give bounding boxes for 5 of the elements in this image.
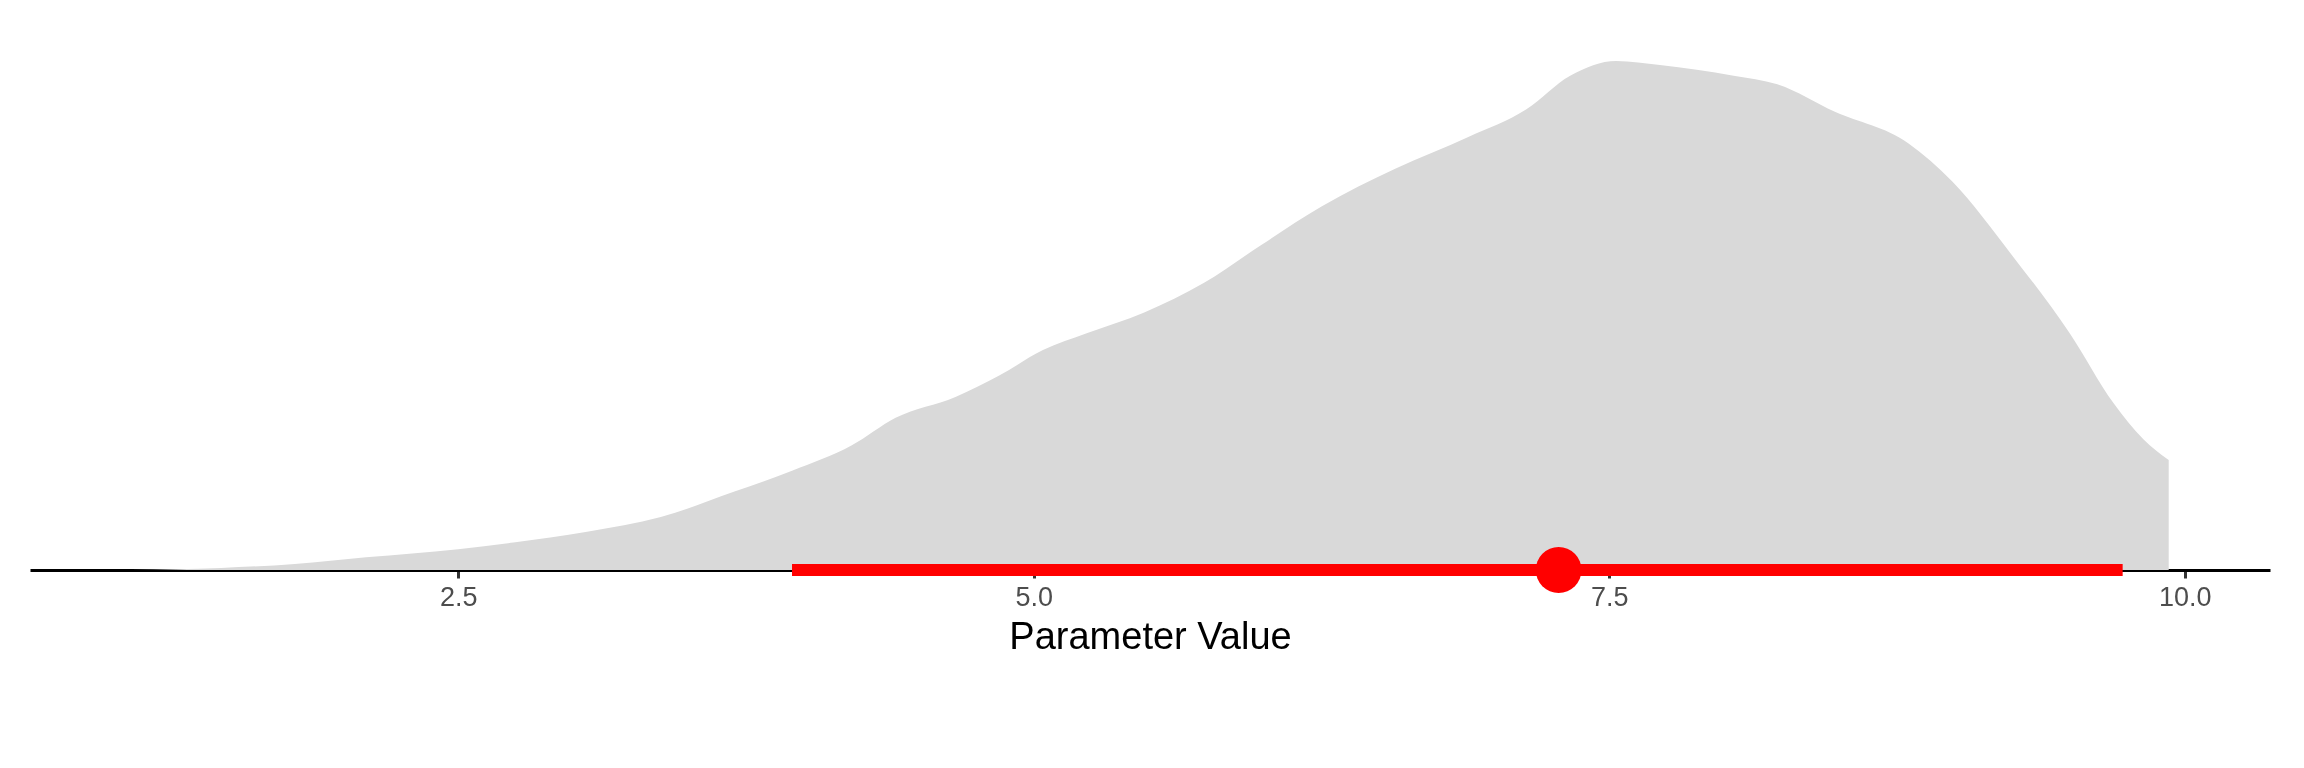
x-tick-label: 2.5 — [439, 581, 478, 612]
x-tick-label: 7.5 — [1591, 581, 1629, 612]
x-tick-label: 10.0 — [2159, 581, 2212, 612]
x-tick-label: 5.0 — [1015, 581, 1054, 612]
x-axis-title: Parameter Value — [1009, 614, 1292, 657]
